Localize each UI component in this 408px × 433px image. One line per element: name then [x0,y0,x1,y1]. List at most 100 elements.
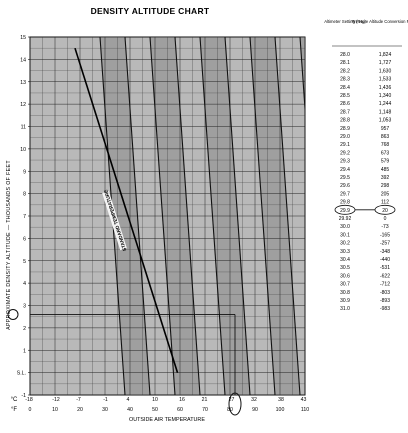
table-cell-factor: -165 [380,232,390,238]
table-cell-setting: 30.4 [340,257,350,263]
x-tick-label-c: 10 [152,397,158,403]
table-cell-setting: 29.9 [340,208,350,214]
table-cell-setting: 29.2 [340,150,350,156]
pressure-altitude-line [124,37,151,395]
table-header-altimeter-setting: Altimeter Setting ("Hg) [324,19,366,24]
y-tick-labels: 15 14 13 12 11 10 9 8 7 6 5 4 3 2 1 S.L. -1 [17,35,30,399]
y-tick-label: 1 [23,348,26,354]
x-tick-label-c: 32 [251,397,257,403]
table-cell-setting: 30.3 [340,249,350,255]
table-cell-setting: 29.92 [339,216,352,222]
pressure-altitude-line [400,37,408,395]
standard-temperature-label-box [102,190,127,251]
x-tick-label-f: 100 [276,407,285,413]
y-tick-label: 3 [23,304,26,310]
table-cell-setting: 30.1 [340,232,350,238]
table-cell-setting: 28.1 [340,60,350,66]
y-tick-label: 9 [23,169,26,175]
table-cell-setting: 30.5 [340,265,350,271]
table-cell-factor: -440 [380,257,390,263]
example-density-altitude-marker [7,308,19,320]
pressure-altitude-lines [99,37,408,395]
pressure-altitude-line [199,37,226,395]
table-cell-factor: 485 [381,167,390,173]
table-cell-setting: 28.6 [340,101,350,107]
table-cell-setting: 30.6 [340,273,350,279]
table-cell-factor: 1,053 [379,118,392,124]
table-cell-factor: -531 [380,265,390,271]
table-cell-factor: 957 [381,126,390,132]
table-cell-factor: -622 [380,273,390,279]
table-cell-setting: 29.1 [340,142,350,148]
x-unit-fahrenheit: °F [11,407,17,413]
x-tick-label-c: 38 [278,397,284,403]
table-cell-factor: 392 [381,175,390,181]
x-tick-label-f: 80 [227,407,233,413]
table-cell-factor: 1,533 [379,77,392,83]
y-tick-label: 6 [23,236,26,242]
pressure-altitude-line [274,37,301,395]
example-group [7,308,242,416]
x-tick-labels: 0 10 20 30 40 50 60 70 80 90 100 110 -18 -12 -7 -1 4 10 16… [25,397,309,413]
x-tick-label-c: -18 [25,397,33,403]
y-tick-label: 15 [20,35,26,41]
table-cell-setting: 30.9 [340,298,350,304]
y-tick-label: 12 [20,102,26,108]
pressure-altitude-line [174,37,201,395]
x-unit-celsius: °C [11,397,18,403]
y-tick-label: -1 [21,393,26,399]
x-tick-label-c: 27 [229,397,235,403]
table-cell-factor: 0 [384,216,387,222]
table-cell-factor: 112 [381,200,389,206]
x-tick-label-c: 21 [202,397,208,403]
table-cell-setting: 28.3 [340,77,350,83]
table-cell-setting: 28.9 [340,126,350,132]
table-cell-factor: -257 [380,241,390,247]
pressure-altitude-line [299,37,305,117]
x-tick-label-c: 16 [179,397,185,403]
table-cell-setting: 28.5 [340,93,350,99]
table-cell-setting: 28.0 [340,52,350,58]
table-cell-setting: 30.7 [340,282,350,288]
y-tick-label: 5 [23,259,26,265]
x-tick-label-f: 20 [77,407,83,413]
table-cell-setting: 29.3 [340,159,350,165]
table-cell-factor: -348 [380,249,390,255]
y-tick-label: 8 [23,192,26,198]
table-cell-factor: 205 [381,191,390,197]
y-tick-label: 4 [23,281,26,287]
table-cell-factor: 1,630 [379,68,392,74]
x-tick-label-c: -7 [76,397,81,403]
x-tick-label-c: -12 [52,397,60,403]
x-tick-label-f: 0 [29,407,32,413]
pressure-altitude-line [149,37,176,395]
y-axis-label: APPROXIMATE DENSITY ALTITUDE — THOUSANDS… [6,160,12,330]
standard-temperature-line [74,47,179,373]
pressure-altitude-line [350,37,375,395]
x-tick-label-c: 4 [127,397,130,403]
x-tick-label-c: 43 [301,397,307,403]
shading-band [350,37,400,395]
table-cell-factor: 1,436 [379,85,392,91]
y-tick-label: 7 [23,214,26,220]
x-tick-label-f: 50 [152,407,158,413]
table-cell-factor: 298 [381,183,390,189]
y-tick-label: 2 [23,326,26,332]
table-cell-setting: 30.2 [340,241,350,247]
x-tick-label-f: 60 [177,407,183,413]
table-cell-factor: 20 [382,208,388,214]
table-header-conversion-factor: Pressure Altitude Conversion Factor [351,19,408,24]
table-cell-factor: 768 [381,142,390,148]
correction-table: Altimeter Setting ("Hg)Pressure Altitude… [324,19,408,312]
table-cell-setting: 28.4 [340,85,350,91]
x-tick-label-f: 90 [252,407,258,413]
table-cell-factor: -803 [380,290,390,296]
table-cell-setting: 29.4 [340,167,350,173]
table-cell-setting: 28.8 [340,118,350,124]
y-tick-label: 14 [20,57,26,63]
table-cell-setting: 29.0 [340,134,350,140]
table-cell-factor: 1,148 [379,109,392,115]
y-tick-label: 10 [20,147,26,153]
table-cell-setting: 29.6 [340,183,350,189]
